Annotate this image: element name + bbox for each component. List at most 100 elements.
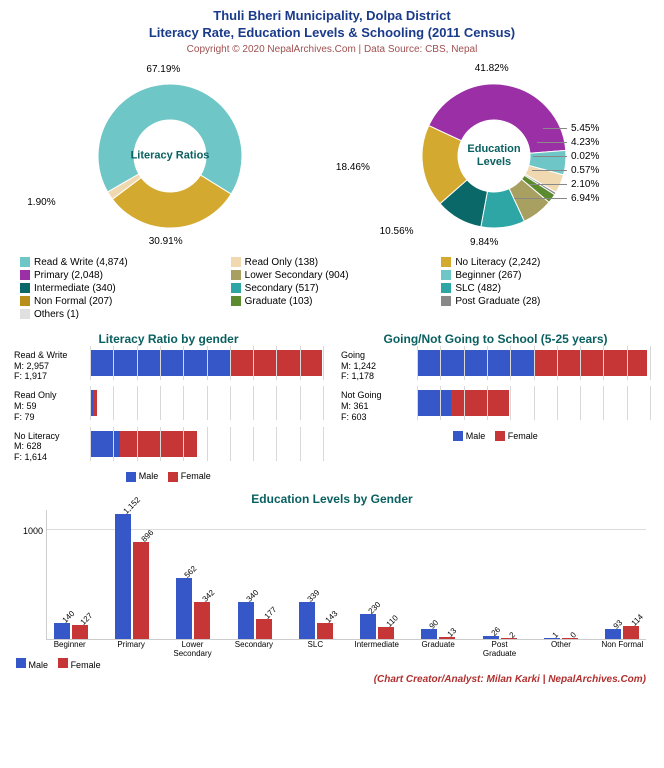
hbar-track — [90, 390, 323, 416]
slice-label: 0.02% — [571, 151, 599, 162]
slice-label: 4.23% — [571, 137, 599, 148]
vbar-value: 342 — [201, 587, 217, 603]
legend-label: Beginner (267) — [455, 270, 521, 281]
vbar-female: 342 — [194, 602, 210, 639]
legend-label: Lower Secondary (904) — [245, 270, 349, 281]
hbar-male-seg — [90, 431, 120, 457]
legend-swatch — [231, 257, 241, 267]
legend-item: Graduate (103) — [231, 296, 434, 307]
legend-item: Others (1) — [20, 309, 223, 320]
donut-education-levels: Education Levels 41.82%9.84%10.56%18.46%… — [354, 61, 634, 251]
slice-label: 9.84% — [470, 237, 498, 248]
literacy-by-gender-title: Literacy Ratio by gender — [8, 332, 329, 346]
hbar-track — [90, 350, 323, 376]
vbar-category-label: SLC — [292, 640, 339, 658]
title-block: Thuli Bheri Municipality, Dolpa District… — [8, 8, 656, 55]
hbar-label: Read & WriteM: 2,957F: 1,917 — [14, 350, 90, 382]
slice-label: 2.10% — [571, 179, 599, 190]
legend-swatch — [441, 257, 451, 267]
hbar-female-seg — [120, 431, 197, 457]
hbar-male-seg — [417, 350, 535, 376]
legend-swatch — [20, 283, 30, 293]
slice-label: 0.57% — [571, 165, 599, 176]
legend-label: Read Only (138) — [245, 257, 318, 268]
vbar-group: 9013 — [415, 629, 462, 639]
vbar-value: 177 — [262, 605, 278, 621]
schooling-chart: Going/Not Going to School (5-25 years) G… — [335, 332, 656, 482]
legend-item: Non Formal (207) — [20, 296, 223, 307]
mf-legend-2: Male Female — [335, 431, 656, 442]
vbar-female: 177 — [256, 619, 272, 638]
vbar-category-label: Beginner — [46, 640, 93, 658]
vbar-value: 90 — [428, 618, 441, 631]
vbar-male: 230 — [360, 614, 376, 639]
vbar-category-label: Post Graduate — [476, 640, 523, 658]
literacy-by-gender-chart: Literacy Ratio by gender Read & WriteM: … — [8, 332, 329, 482]
vbar-group: 230 110 — [353, 614, 400, 639]
legend-label: Read & Write (4,874) — [34, 257, 128, 268]
hbar-label: No LiteracyM: 628F: 1,614 — [14, 431, 90, 463]
vbar-female: 143 — [317, 623, 333, 638]
vbar-group: 562342 — [170, 578, 217, 639]
vbar-category-label: Lower Secondary — [169, 640, 216, 658]
male-label: Male — [139, 471, 159, 481]
hbar-row: GoingM: 1,242F: 1,178 — [341, 350, 650, 382]
female-label: Female — [508, 431, 538, 441]
vbar-female: 896 — [133, 542, 149, 639]
hbar-row: No LiteracyM: 628F: 1,614 — [14, 431, 323, 463]
vbar-group: 262 — [476, 636, 523, 639]
legend-item: Primary (2,048) — [20, 270, 223, 281]
vbar-value: 340 — [244, 588, 260, 604]
hbar-label: Read OnlyM: 59F: 79 — [14, 390, 90, 422]
vbar-female: 114 — [623, 626, 639, 638]
donut-slice — [98, 84, 242, 194]
slice-label: 10.56% — [380, 226, 414, 237]
vbar-category-label: Secondary — [230, 640, 277, 658]
vbar-male: 90 — [421, 629, 437, 639]
hbar-label: Not GoingM: 361F: 603 — [341, 390, 417, 422]
infographic-container: Thuli Bheri Municipality, Dolpa District… — [0, 0, 664, 693]
legend-item: Beginner (267) — [441, 270, 644, 281]
female-swatch — [168, 472, 178, 482]
hbar-female-seg — [451, 390, 508, 416]
slice-label: 6.94% — [571, 193, 599, 204]
hbar-track — [90, 431, 323, 457]
hbar-row: Not GoingM: 361F: 603 — [341, 390, 650, 422]
vbar-group: 93114 — [599, 626, 646, 638]
vbar-male: 26 — [483, 636, 499, 639]
donuts-row: Literacy Ratios 67.19%30.91%1.90% Educat… — [8, 61, 656, 251]
donut-literacy-center: Literacy Ratios — [130, 149, 210, 162]
vbar-group: 339143 — [292, 602, 339, 639]
hbar-track — [417, 350, 650, 376]
vbar-value: 114 — [630, 613, 645, 628]
hbar-track — [417, 390, 650, 416]
vbar-value: 562 — [183, 564, 199, 580]
vbar-value: 13 — [446, 626, 459, 639]
legend-item: Intermediate (340) — [20, 283, 223, 294]
legend-label: SLC (482) — [455, 283, 501, 294]
title-line-2: Literacy Rate, Education Levels & School… — [8, 25, 656, 42]
edu-gender-categories: BeginnerPrimaryLower SecondarySecondaryS… — [46, 640, 646, 658]
vbar-value: 26 — [489, 625, 502, 638]
slice-label: 1.90% — [27, 197, 55, 208]
legend-item: No Literacy (2,242) — [441, 257, 644, 268]
vbar-female: 13 — [439, 637, 455, 638]
vbar-male: 1,152 — [115, 514, 131, 639]
vbar-value: 2 — [507, 630, 517, 640]
female-swatch — [495, 431, 505, 441]
vbar-value: 127 — [78, 611, 94, 627]
male-swatch — [16, 658, 26, 668]
legend-swatch — [441, 283, 451, 293]
male-swatch — [453, 431, 463, 441]
hbar-female-seg — [93, 390, 97, 416]
vbar-value: 896 — [140, 527, 156, 543]
legend-label: Intermediate (340) — [34, 283, 116, 294]
vbar-group: 1,152896 — [108, 514, 155, 639]
hbar-row: Read OnlyM: 59F: 79 — [14, 390, 323, 422]
hbar-label: GoingM: 1,242F: 1,178 — [341, 350, 417, 382]
schooling-bars: GoingM: 1,242F: 1,178 Not GoingM: 361F: 6… — [335, 350, 656, 423]
vbar-value: 110 — [385, 613, 400, 628]
legend-swatch — [231, 296, 241, 306]
legend-block: Read & Write (4,874) Read Only (138) No Li… — [8, 251, 656, 328]
slice-label: 67.19% — [146, 64, 180, 75]
